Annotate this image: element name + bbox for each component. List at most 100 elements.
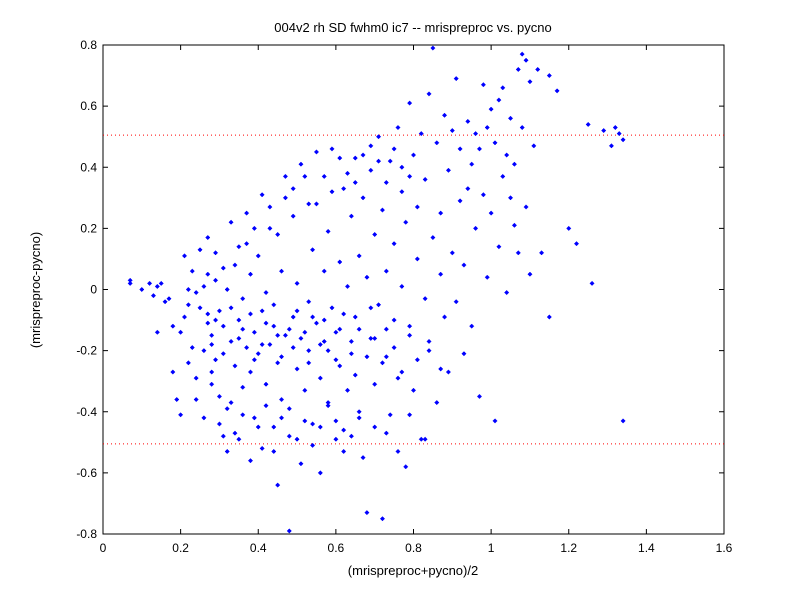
- data-point: [321, 173, 327, 179]
- data-point: [527, 79, 533, 85]
- data-point: [251, 357, 257, 363]
- data-point: [178, 329, 184, 335]
- data-point: [469, 161, 475, 167]
- data-point: [162, 299, 168, 305]
- data-point: [263, 290, 269, 296]
- data-point: [589, 280, 595, 286]
- data-point: [321, 317, 327, 323]
- data-point: [500, 173, 506, 179]
- data-point: [372, 231, 378, 238]
- y-tick-label: 0.8: [80, 38, 97, 52]
- data-point: [426, 338, 432, 345]
- data-point: [201, 283, 207, 289]
- data-point: [310, 247, 316, 253]
- data-point: [325, 400, 331, 406]
- data-point: [224, 448, 230, 455]
- data-point: [352, 314, 358, 320]
- data-point: [240, 296, 246, 302]
- data-point: [255, 253, 261, 259]
- data-point: [213, 317, 219, 323]
- data-point: [224, 286, 230, 293]
- data-point: [259, 341, 265, 348]
- data-point: [438, 366, 444, 372]
- y-tick-label: 0.6: [80, 99, 97, 113]
- data-point: [387, 158, 393, 164]
- data-point: [395, 375, 401, 381]
- data-point: [383, 354, 389, 360]
- data-point: [364, 510, 370, 516]
- data-point: [379, 516, 386, 522]
- data-point: [441, 314, 448, 320]
- data-point: [329, 189, 335, 195]
- x-tick-label: 1.2: [560, 541, 577, 555]
- data-point: [457, 146, 463, 152]
- data-point: [585, 121, 591, 128]
- data-point: [228, 400, 234, 406]
- data-point: [267, 204, 273, 210]
- data-point: [232, 262, 238, 268]
- data-point: [515, 66, 521, 73]
- data-point: [286, 528, 292, 534]
- data-point: [391, 345, 397, 351]
- data-point: [344, 387, 351, 393]
- data-point: [275, 360, 281, 366]
- data-point: [430, 234, 436, 241]
- data-point: [232, 363, 238, 369]
- data-point: [422, 436, 428, 442]
- data-point: [310, 421, 316, 427]
- data-point: [236, 244, 242, 250]
- data-point: [282, 173, 288, 179]
- data-point: [341, 448, 347, 455]
- data-point: [263, 320, 269, 326]
- data-point: [259, 445, 265, 451]
- data-point: [236, 317, 242, 323]
- data-point: [476, 146, 483, 152]
- data-point: [259, 192, 265, 198]
- data-point: [278, 415, 285, 421]
- x-tick-label: 0: [100, 541, 107, 555]
- data-point: [228, 338, 234, 345]
- data-point: [352, 155, 358, 161]
- data-point: [185, 302, 191, 308]
- data-point: [364, 274, 370, 280]
- data-point: [356, 326, 362, 332]
- data-point: [546, 73, 552, 79]
- data-point: [220, 433, 226, 439]
- data-point: [507, 195, 514, 201]
- data-point: [368, 335, 374, 341]
- data-point: [209, 341, 215, 348]
- data-point: [147, 280, 153, 286]
- y-tick-label: -0.2: [76, 344, 97, 358]
- data-point: [480, 82, 486, 88]
- data-point: [240, 384, 246, 390]
- data-point: [376, 302, 382, 308]
- data-point: [511, 222, 517, 228]
- data-point: [290, 213, 296, 219]
- data-point: [608, 143, 614, 149]
- data-point: [247, 458, 254, 464]
- y-tick-label: 0.4: [80, 160, 97, 174]
- data-point: [500, 85, 506, 91]
- data-point: [407, 323, 413, 329]
- data-point: [422, 296, 428, 302]
- y-axis-ticks: 0.8 0.6 0.4 0.2 0 -0.2 -0.4 -0.6 -0.8: [76, 38, 724, 541]
- x-axis-ticks: 0 0.2 0.4 0.6 0.8 1 1.2 1.4 1.6: [100, 45, 733, 555]
- data-point: [317, 375, 323, 381]
- data-point: [298, 335, 304, 341]
- data-point: [290, 314, 296, 320]
- data-point: [220, 265, 226, 271]
- data-point: [383, 179, 389, 186]
- data-point: [383, 326, 389, 332]
- data-point: [259, 308, 265, 314]
- data-point: [193, 375, 199, 381]
- data-point: [348, 351, 354, 357]
- data-point: [216, 393, 222, 400]
- data-point: [337, 363, 343, 369]
- data-point: [255, 351, 261, 357]
- data-point: [216, 421, 222, 427]
- data-point: [244, 345, 250, 351]
- data-point: [449, 128, 455, 134]
- data-point: [356, 415, 362, 421]
- x-tick-label: 0.6: [328, 541, 345, 555]
